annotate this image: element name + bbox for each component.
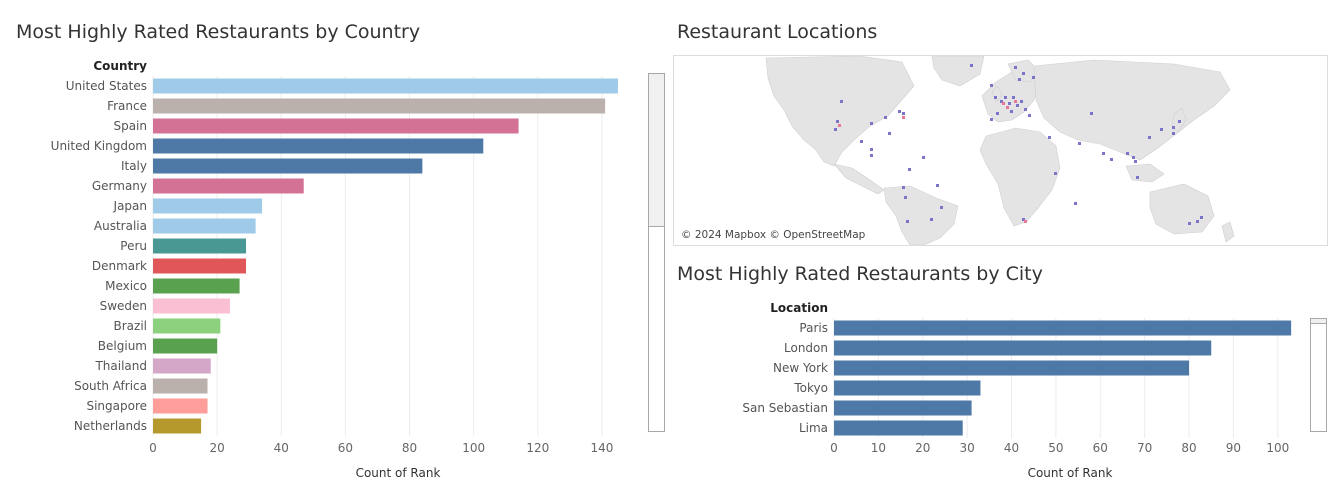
bar: [153, 318, 221, 334]
x-axis-label: Count of Rank: [1028, 466, 1113, 480]
map-attribution: © 2024 Mapbox © OpenStreetMap: [681, 229, 866, 241]
category-label: United States: [66, 79, 147, 93]
category-label: Sweden: [100, 299, 147, 313]
x-tick-label: 20: [209, 441, 224, 455]
bar: [153, 118, 519, 134]
category-label: Singapore: [86, 399, 147, 413]
bar: [153, 278, 240, 294]
city-scrollbar-thumb[interactable]: [1311, 319, 1326, 324]
x-tick-label: 50: [1048, 441, 1063, 455]
x-tick-label: 60: [338, 441, 353, 455]
restaurant-markers-dense: [838, 100, 1027, 223]
row-header: Country: [93, 59, 147, 73]
country-chart-title: Most Highly Rated Restaurants by Country: [16, 21, 421, 43]
bar: [153, 158, 423, 174]
category-label: France: [107, 99, 147, 113]
country-chart-scrollbar[interactable]: [648, 73, 665, 432]
category-label: New York: [773, 361, 828, 375]
bar: [153, 418, 202, 434]
x-tick-label: 80: [402, 441, 417, 455]
x-tick-label: 120: [526, 441, 549, 455]
category-label: Lima: [799, 421, 828, 435]
bar: [153, 218, 256, 234]
category-label: South Africa: [74, 379, 147, 393]
category-label: Thailand: [94, 359, 147, 373]
bar: [834, 420, 963, 436]
bar: [153, 338, 218, 354]
bar: [834, 360, 1190, 376]
restaurant-map[interactable]: © 2024 Mapbox © OpenStreetMap: [673, 55, 1328, 246]
category-label: Denmark: [92, 259, 147, 273]
country-bar-chart: 0 20 40 60 80 100 120 140 Country United States Fr…: [51, 59, 618, 480]
category-label: Paris: [799, 321, 828, 335]
x-tick-label: 0: [149, 441, 157, 455]
bar: [153, 198, 263, 214]
bar: [153, 138, 484, 154]
map-title: Restaurant Locations: [677, 21, 878, 43]
category-label: San Sebastian: [742, 401, 828, 415]
city-chart-scrollbar[interactable]: [1310, 318, 1327, 432]
bar: [834, 340, 1212, 356]
restaurant-markers: [834, 64, 1203, 225]
category-label: Spain: [113, 119, 147, 133]
x-tick-label: 40: [274, 441, 289, 455]
bar: [834, 400, 972, 416]
category-label: Netherlands: [74, 419, 147, 433]
category-label: Italy: [121, 159, 147, 173]
x-tick-label: 100: [462, 441, 485, 455]
land-masses: [765, 56, 1235, 245]
bar: [153, 98, 606, 114]
category-label: Australia: [94, 219, 147, 233]
x-tick-label: 70: [1137, 441, 1152, 455]
bar: [834, 380, 981, 396]
x-tick-label: 40: [1004, 441, 1019, 455]
x-tick-label: 0: [830, 441, 838, 455]
category-label: Japan: [113, 199, 147, 213]
x-tick-label: 90: [1226, 441, 1241, 455]
x-tick-label: 30: [960, 441, 975, 455]
category-label: London: [784, 341, 828, 355]
world-map: [765, 56, 1235, 245]
x-tick-label: 20: [915, 441, 930, 455]
bar: [153, 238, 246, 254]
category-label: Germany: [92, 179, 147, 193]
bar: [153, 378, 208, 394]
x-tick-label: 80: [1181, 441, 1196, 455]
category-label: United Kingdom: [51, 139, 147, 153]
bar: [153, 298, 230, 314]
category-label: Peru: [120, 239, 147, 253]
x-tick-label: 100: [1266, 441, 1289, 455]
bar: [153, 398, 208, 414]
category-label: Tokyo: [793, 381, 828, 395]
bar: [153, 78, 618, 94]
city-chart-title: Most Highly Rated Restaurants by City: [677, 263, 1043, 285]
bar: [834, 320, 1292, 336]
row-header: Location: [770, 301, 828, 315]
category-label: Mexico: [105, 279, 147, 293]
x-axis-label: Count of Rank: [356, 466, 441, 480]
x-tick-label: 140: [590, 441, 613, 455]
category-label: Brazil: [114, 319, 148, 333]
bar: [153, 358, 211, 374]
x-tick-label: 10: [871, 441, 886, 455]
bar: [153, 178, 304, 194]
x-tick-label: 60: [1093, 441, 1108, 455]
country-scrollbar-thumb[interactable]: [649, 74, 664, 227]
category-label: Belgium: [98, 339, 147, 353]
bar: [153, 258, 246, 274]
